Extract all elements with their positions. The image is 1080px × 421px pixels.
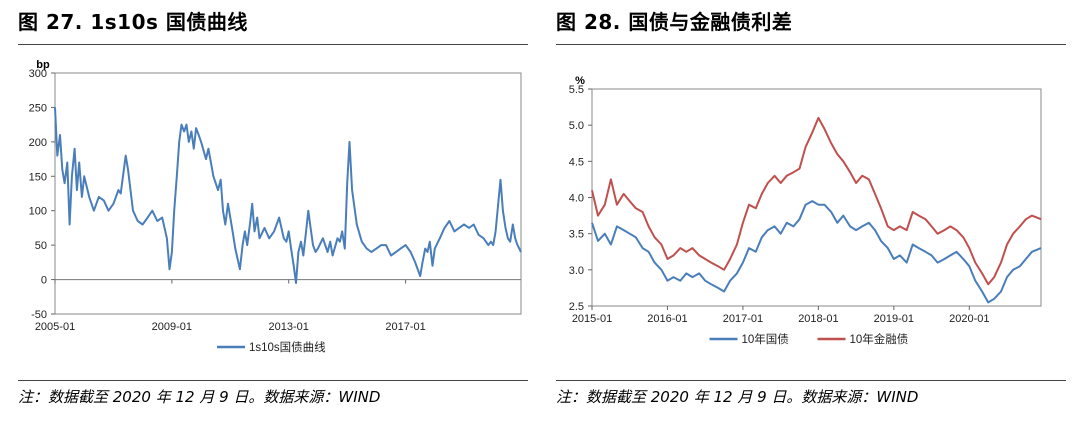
y-tick-label: 150: [29, 171, 47, 183]
figure-28: 图 28. 国债与金融债利差 % 2.5 3.0 3.5 4.0 4.5 5.0 5.5 201…: [556, 0, 1076, 421]
figure-title: 图 28. 国债与金融债利差: [556, 10, 793, 34]
y-tick-label: 200: [29, 137, 47, 149]
legend-label: 10年金融债: [850, 332, 909, 346]
x-tick-label: 2018-01: [798, 313, 838, 325]
series-line: [591, 116, 1042, 286]
note-rule: [556, 380, 1066, 381]
figure-27: 图 27. 1s10s 国债曲线 bp -50 0 50 100 150 200 250 300…: [18, 0, 538, 421]
x-tick-label: 2005-01: [35, 321, 75, 333]
legend-label: 1s10s国债曲线: [249, 340, 326, 354]
x-tick-label: 2013-01: [269, 321, 309, 333]
y-tick-label: 300: [29, 68, 47, 80]
y-tick-label: -50: [31, 309, 47, 321]
x-tick-label: 2017-01: [723, 313, 763, 325]
y-tick-label: 50: [35, 240, 47, 252]
x-tick-label: 2016-01: [647, 313, 687, 325]
x-tick-label: 2019-01: [874, 313, 914, 325]
y-tick-label: 4.5: [569, 156, 584, 168]
title-rule: [18, 44, 528, 45]
note-rule: [18, 380, 528, 381]
y-tick-label: 5.0: [569, 120, 584, 132]
y-tick-label: 0: [41, 275, 47, 287]
x-tick-label: 2015-01: [572, 313, 612, 325]
y-unit-label: %: [575, 75, 585, 87]
x-tick-label: 2009-01: [152, 321, 192, 333]
y-unit-label: bp: [36, 59, 50, 71]
series-line: [591, 200, 1042, 304]
figure-title: 图 27. 1s10s 国债曲线: [18, 10, 248, 34]
series-line: [54, 107, 522, 284]
title-rule: [556, 44, 1066, 45]
x-tick-label: 2020-01: [949, 313, 989, 325]
bond-spread-chart: % 2.5 3.0 3.5 4.0 4.5 5.0 5.5 2015-01 2016-01 2017…: [569, 75, 1042, 346]
y-tick-label: 4.0: [569, 193, 584, 205]
yield-curve-chart: bp -50 0 50 100 150 200 250 300 2005-01 2009-01 201…: [29, 59, 522, 354]
figure-note: 注：数据截至 2020 年 12 月 9 日。数据来源：WIND: [18, 388, 381, 406]
x-tick-label: 2017-01: [385, 321, 425, 333]
legend-label: 10年国债: [742, 332, 789, 346]
y-tick-label: 3.0: [569, 265, 584, 277]
y-tick-label: 250: [29, 102, 47, 114]
y-tick-label: 3.5: [569, 229, 584, 241]
y-tick-label: 5.5: [569, 84, 584, 96]
y-tick-label: 2.5: [569, 301, 584, 313]
y-tick-label: 100: [29, 206, 47, 218]
figure-note: 注：数据截至 2020 年 12 月 9 日。数据来源：WIND: [556, 388, 919, 406]
plot-area: [54, 72, 522, 315]
